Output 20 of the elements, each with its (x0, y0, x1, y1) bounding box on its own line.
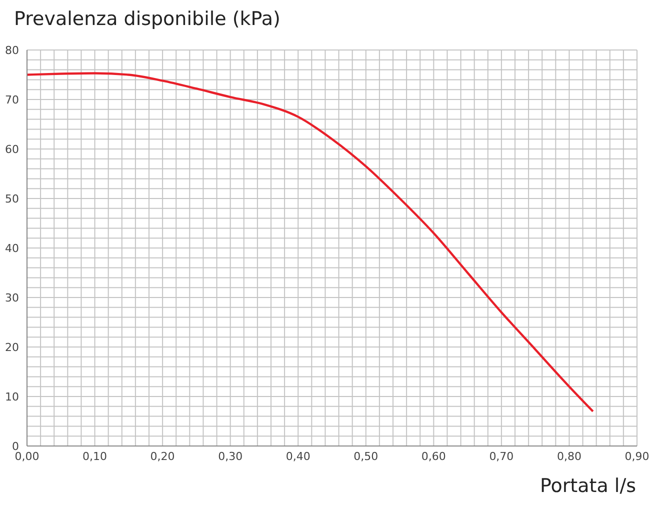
x-tick-label: 0,10 (82, 450, 108, 463)
x-axis-title: Portata l/s (540, 475, 636, 497)
y-tick-label: 60 (5, 142, 19, 156)
y-tick-label: 40 (5, 242, 19, 255)
x-tick-label: 0,40 (286, 450, 310, 463)
x-tick-label: 0,50 (354, 450, 378, 463)
x-tick-label: 0,60 (421, 450, 446, 463)
y-tick-label: 80 (5, 44, 19, 57)
x-tick-label: 0,70 (489, 450, 514, 463)
x-tick-label: 0,30 (218, 450, 243, 463)
y-axis-title: Prevalenza disponibile (kPa) (14, 8, 280, 30)
y-tick-label: 50 (5, 192, 19, 206)
line-series (27, 72, 594, 412)
y-tick-label: 20 (5, 340, 19, 354)
x-tick-label: 0,90 (624, 450, 650, 463)
y-tick-label: 10 (5, 390, 19, 404)
y-tick-label: 70 (5, 93, 19, 106)
x-tick-label: 0,20 (150, 450, 175, 463)
x-tick-label: 0,80 (556, 450, 582, 463)
y-tick-label: 30 (5, 291, 19, 304)
